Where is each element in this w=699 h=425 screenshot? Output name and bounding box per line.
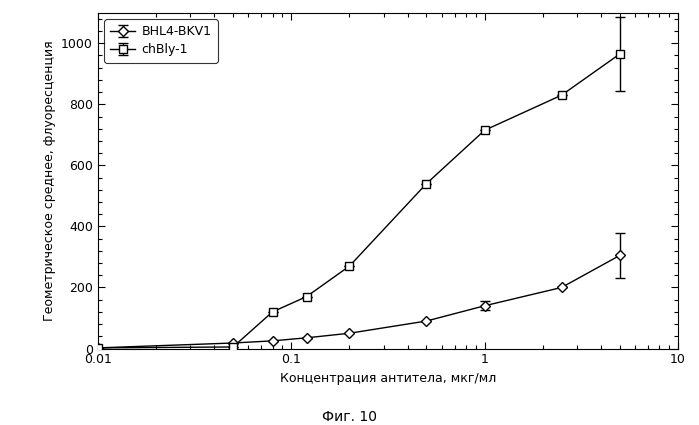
X-axis label: Концентрация антитела, мкг/мл: Концентрация антитела, мкг/мл [280, 372, 496, 385]
Text: Фиг. 10: Фиг. 10 [322, 410, 377, 424]
Legend: BHL4-BKV1, chBly-1: BHL4-BKV1, chBly-1 [104, 19, 218, 62]
Y-axis label: Геометрическое среднее, флуоресценция: Геометрическое среднее, флуоресценция [43, 40, 55, 321]
